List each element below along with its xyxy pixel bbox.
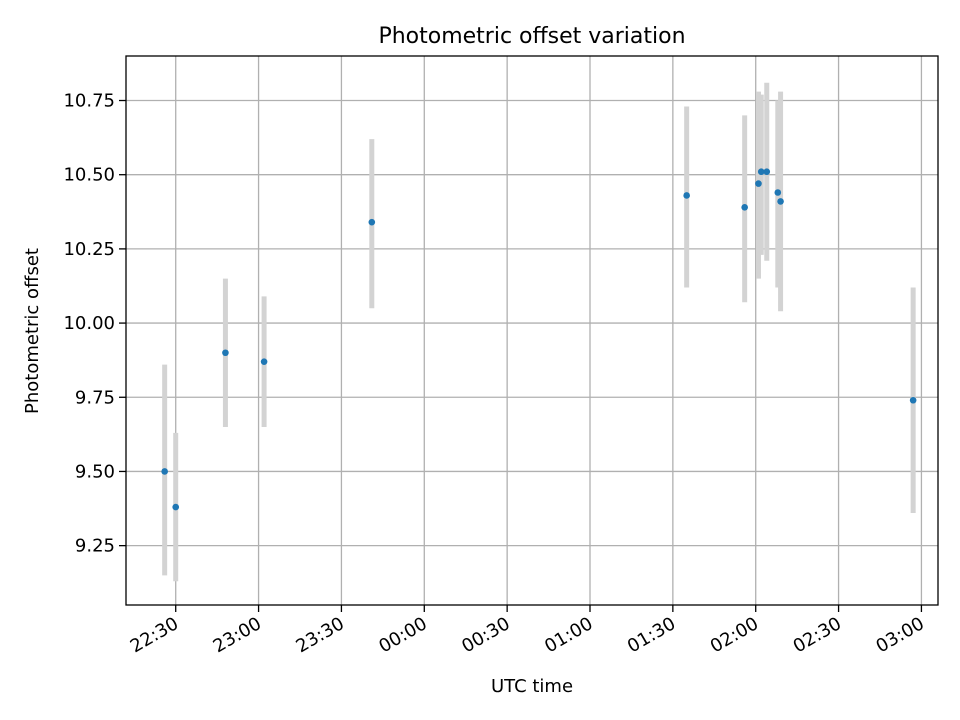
x-tick-label: 22:30 [127, 613, 182, 657]
x-tick-label: 00:30 [458, 613, 513, 657]
data-point [161, 468, 168, 475]
x-tick-label: 02:00 [707, 613, 762, 657]
data-point [755, 180, 762, 187]
x-tick-label: 23:30 [293, 613, 348, 657]
data-point [774, 189, 782, 196]
x-tick-label: 03:00 [873, 613, 928, 657]
data-point [741, 204, 748, 211]
data-point [777, 198, 784, 205]
data-point [757, 168, 765, 176]
data-point [172, 503, 180, 511]
plot-frame [125, 55, 939, 606]
axis-ticks: 22:30 23:00 23:30 00:00 00:30 01:00 01:30 02:00… [63, 91, 927, 658]
y-tick-label: 10.00 [63, 313, 115, 334]
x-tick-label: 02:30 [790, 613, 845, 657]
x-tick-label: 01:00 [541, 613, 596, 657]
data-point [683, 192, 690, 199]
y-tick-label: 10.75 [63, 91, 115, 112]
y-tick-label: 9.75 [75, 387, 115, 408]
y-tick-label: 10.25 [63, 239, 115, 260]
y-tick-label: 9.50 [75, 461, 115, 482]
x-tick-label: 01:30 [624, 613, 679, 657]
error-bars [162, 82, 916, 582]
x-tick-label: 23:00 [210, 613, 265, 657]
data-point [222, 349, 229, 357]
y-tick-label: 10.50 [63, 165, 115, 186]
data-point [368, 218, 376, 226]
x-axis-label: UTC time [491, 676, 573, 697]
data-points [161, 168, 917, 511]
data-point [909, 396, 917, 404]
y-axis-label: Photometric offset [22, 248, 43, 414]
data-point [260, 358, 268, 365]
grid-lines [126, 56, 938, 605]
data-point [763, 168, 771, 176]
x-tick-label: 00:00 [375, 613, 430, 657]
y-tick-label: 9.25 [75, 536, 115, 557]
chart-title: Photometric offset variation [378, 24, 685, 49]
